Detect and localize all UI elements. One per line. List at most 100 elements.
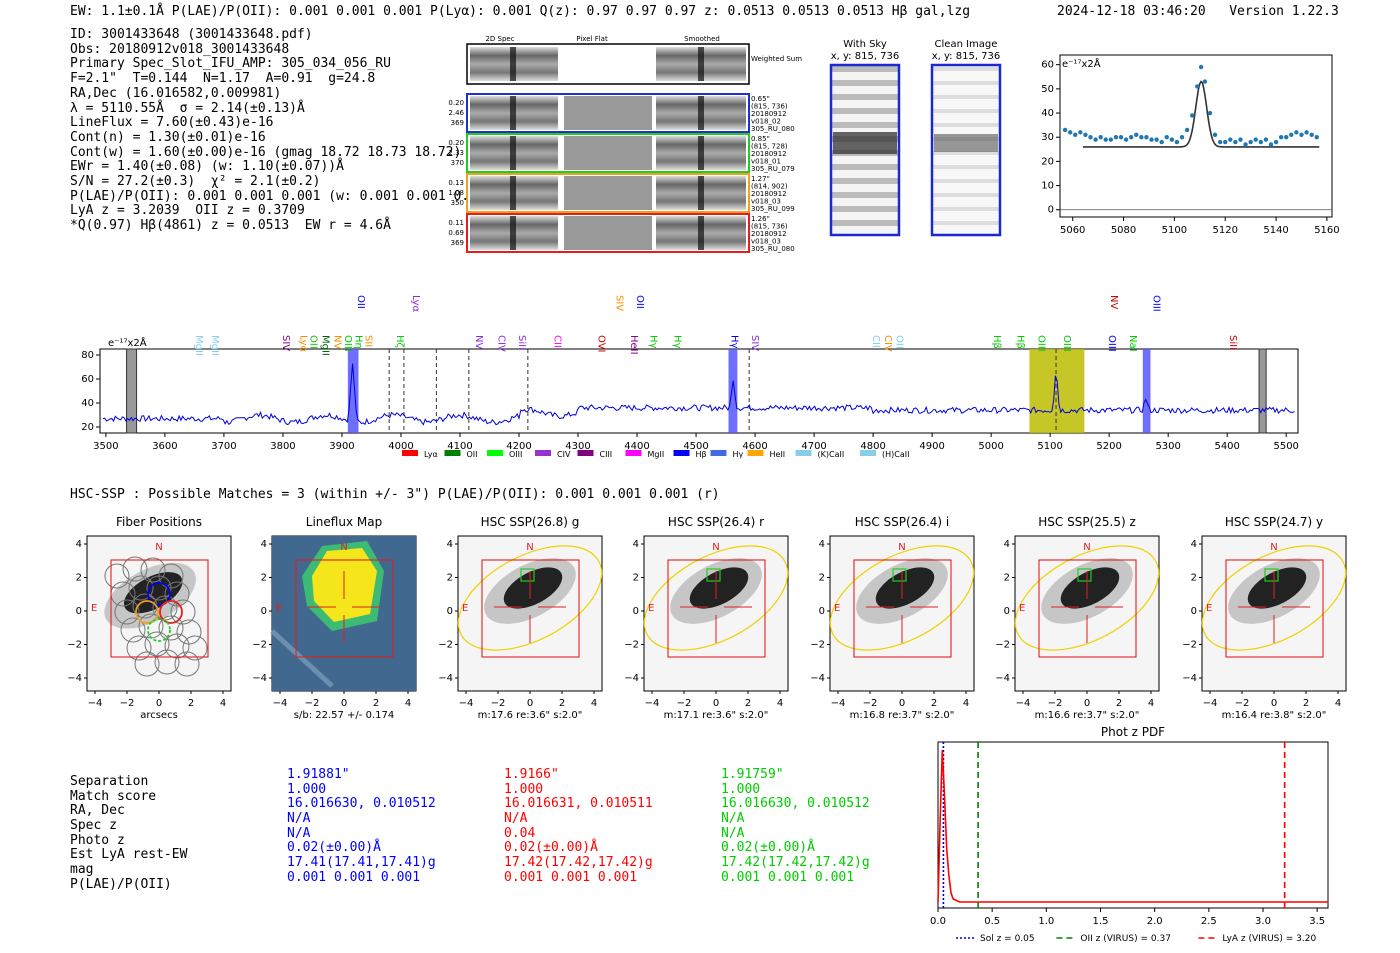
fit-xtick-label: 5120 xyxy=(1213,225,1238,236)
spectrum-line-label: OIII xyxy=(1150,295,1161,312)
hsc-xtick-label: 4 xyxy=(220,698,226,709)
fit-data-point xyxy=(1189,113,1195,118)
cutout-row: 0.20 2.46 369 0.65"(815, 736)20180912v018_0… xyxy=(448,93,795,133)
photz-xtick-label: 0.5 xyxy=(984,916,1000,927)
fiber-circle xyxy=(182,635,208,661)
compass-east: E xyxy=(91,603,97,614)
hsc-xtick-label: −2 xyxy=(491,698,506,709)
fit-ytick-label: 30 xyxy=(1041,132,1054,143)
cutout-emission-line-smooth xyxy=(698,176,704,210)
fit-data-point xyxy=(1174,139,1180,145)
hsc-xtick-label: −4 xyxy=(1203,698,1218,709)
fit-data-point xyxy=(1278,135,1284,140)
info-line: EWr = 1.40(±0.08) (w: 1.10(±0.07))Å xyxy=(70,159,344,175)
compass-north: N xyxy=(1270,542,1277,553)
spectrum-line-label: MgII xyxy=(320,335,331,356)
match-box xyxy=(706,568,721,582)
fit-data-point xyxy=(1078,130,1083,135)
spectrum-xtick-label: 5500 xyxy=(1273,441,1298,452)
hsc-panel-foot2: EWr: 0, PLAE: 0.001 xyxy=(480,722,579,723)
hsc-panel: Fiber Positions N E 4 2 0 −2 −4 −4 −2 0 2 4 arcsecs xyxy=(67,515,232,721)
compare-label: RA, Dec xyxy=(70,803,125,819)
hsc-ytick-label: 2 xyxy=(1191,573,1197,584)
compare-value: N/A xyxy=(504,811,528,827)
cutout-left-label: 1.08 xyxy=(448,189,464,197)
spectrum-ytick-label: 80 xyxy=(81,350,94,361)
header-right: 2024-12-18 03:46:20 Version 1.22.3 xyxy=(1057,4,1339,19)
legend-swatch xyxy=(535,450,551,456)
hsc-xtick-label: −4 xyxy=(831,698,846,709)
hsc-ytick-label: 4 xyxy=(1004,539,1010,550)
cutout-left-label: 369 xyxy=(451,239,464,247)
compass-east: E xyxy=(276,603,282,614)
legend-label: OIII xyxy=(509,450,522,459)
cutout-emission-line xyxy=(510,136,516,170)
compass-north: N xyxy=(526,542,533,553)
fit-data-point xyxy=(1253,137,1258,142)
col-2dspec: 2D Spec xyxy=(485,35,514,43)
legend-swatch xyxy=(444,450,461,456)
hsc-ytick-label: −2 xyxy=(438,640,453,651)
fit-data-point xyxy=(1073,132,1078,137)
hsc-ytick-label: −4 xyxy=(995,673,1010,684)
hsc-xtick-label: 4 xyxy=(1335,698,1341,709)
hsc-panel-foot: s/b: 22.57 +/- 0.174 xyxy=(294,710,394,721)
fiber-orange xyxy=(135,600,159,624)
compare-value: 1.91759" xyxy=(721,767,784,782)
compare-label: Separation xyxy=(70,774,149,789)
compare-labels: Separation Match score RA, Dec Spec z Photo … xyxy=(70,774,187,893)
compare-col-blue: 1.91881" 1.000 16.016630, 0.010512 N/A N/A 0.… xyxy=(287,767,436,886)
hsc-xtick-label: −4 xyxy=(645,698,660,709)
hsc-ytick-label: −2 xyxy=(810,640,825,651)
compare-value: 1.000 xyxy=(504,781,544,797)
spectrum-line-label: CIV xyxy=(882,335,893,352)
hsc-xtick-label: −2 xyxy=(305,698,320,709)
spectrum-line-label: MgII xyxy=(209,335,220,356)
fit-data-point xyxy=(1139,135,1144,140)
weighted-sum-line-smooth xyxy=(698,47,704,81)
search-box xyxy=(667,559,766,658)
hsc-panel-foot: m:16.6 re:3.7" s:2.0" xyxy=(1035,710,1140,721)
cutout-right-label: v018_01 xyxy=(751,158,781,166)
spectrum-line xyxy=(102,363,1295,426)
cutout-right-label: (815, 728) xyxy=(751,143,788,151)
fit-data-point xyxy=(1299,132,1304,137)
hsc-ytick-label: −4 xyxy=(1182,673,1197,684)
legend-swatch xyxy=(577,450,594,456)
spectrum-xtick-label: 4600 xyxy=(742,441,767,452)
legend-label: Hβ xyxy=(696,450,707,459)
cutout-row: 0.20 2.33 370 0.85"(815, 728)20180912v018_0… xyxy=(448,133,795,173)
hsc-ytick-label: 0 xyxy=(76,606,82,617)
hsc-ytick-label: −2 xyxy=(67,640,82,651)
hsc-xtick-label: −2 xyxy=(120,698,135,709)
spectrum-line-label: CII xyxy=(870,335,881,348)
fit-data-point xyxy=(1284,135,1289,140)
detection-info: ID: 3001433648 (3001433648.pdf) Obs: 2018… xyxy=(70,27,500,234)
cutout-right-label: (815, 736) xyxy=(751,103,788,111)
fit-data-point xyxy=(1238,137,1243,142)
search-box xyxy=(295,559,394,658)
hsc-ytick-label: 4 xyxy=(261,539,267,550)
compare-value: 1.91881" xyxy=(287,767,350,782)
legend-label: (K)CaII xyxy=(818,450,845,459)
fit-data-point xyxy=(1169,137,1175,142)
fit-data-point xyxy=(1258,139,1264,145)
fit-data-point xyxy=(1207,110,1213,116)
fit-data-point xyxy=(1184,127,1190,133)
compass-east: E xyxy=(462,603,468,614)
info-line: Obs: 20180912v018_3001433648 xyxy=(70,41,290,57)
cutout-left-label: 0.20 xyxy=(448,99,464,107)
legend-swatch xyxy=(673,450,690,456)
fit-data-point xyxy=(1149,137,1154,142)
cutout-right-label: 0.65" xyxy=(751,95,770,103)
compass-east: E xyxy=(648,603,654,614)
hsc-xtick-label: −2 xyxy=(1235,698,1250,709)
cutout-right-label: 305_RU_080 xyxy=(751,245,795,253)
search-box xyxy=(110,559,209,658)
fiber-red xyxy=(159,600,183,624)
match-box xyxy=(520,568,535,582)
fit-data-point xyxy=(1159,139,1164,145)
cutout-emission-line xyxy=(510,176,516,210)
hsc-ytick-label: −4 xyxy=(67,673,82,684)
hsc-ytick-label: −2 xyxy=(624,640,639,651)
